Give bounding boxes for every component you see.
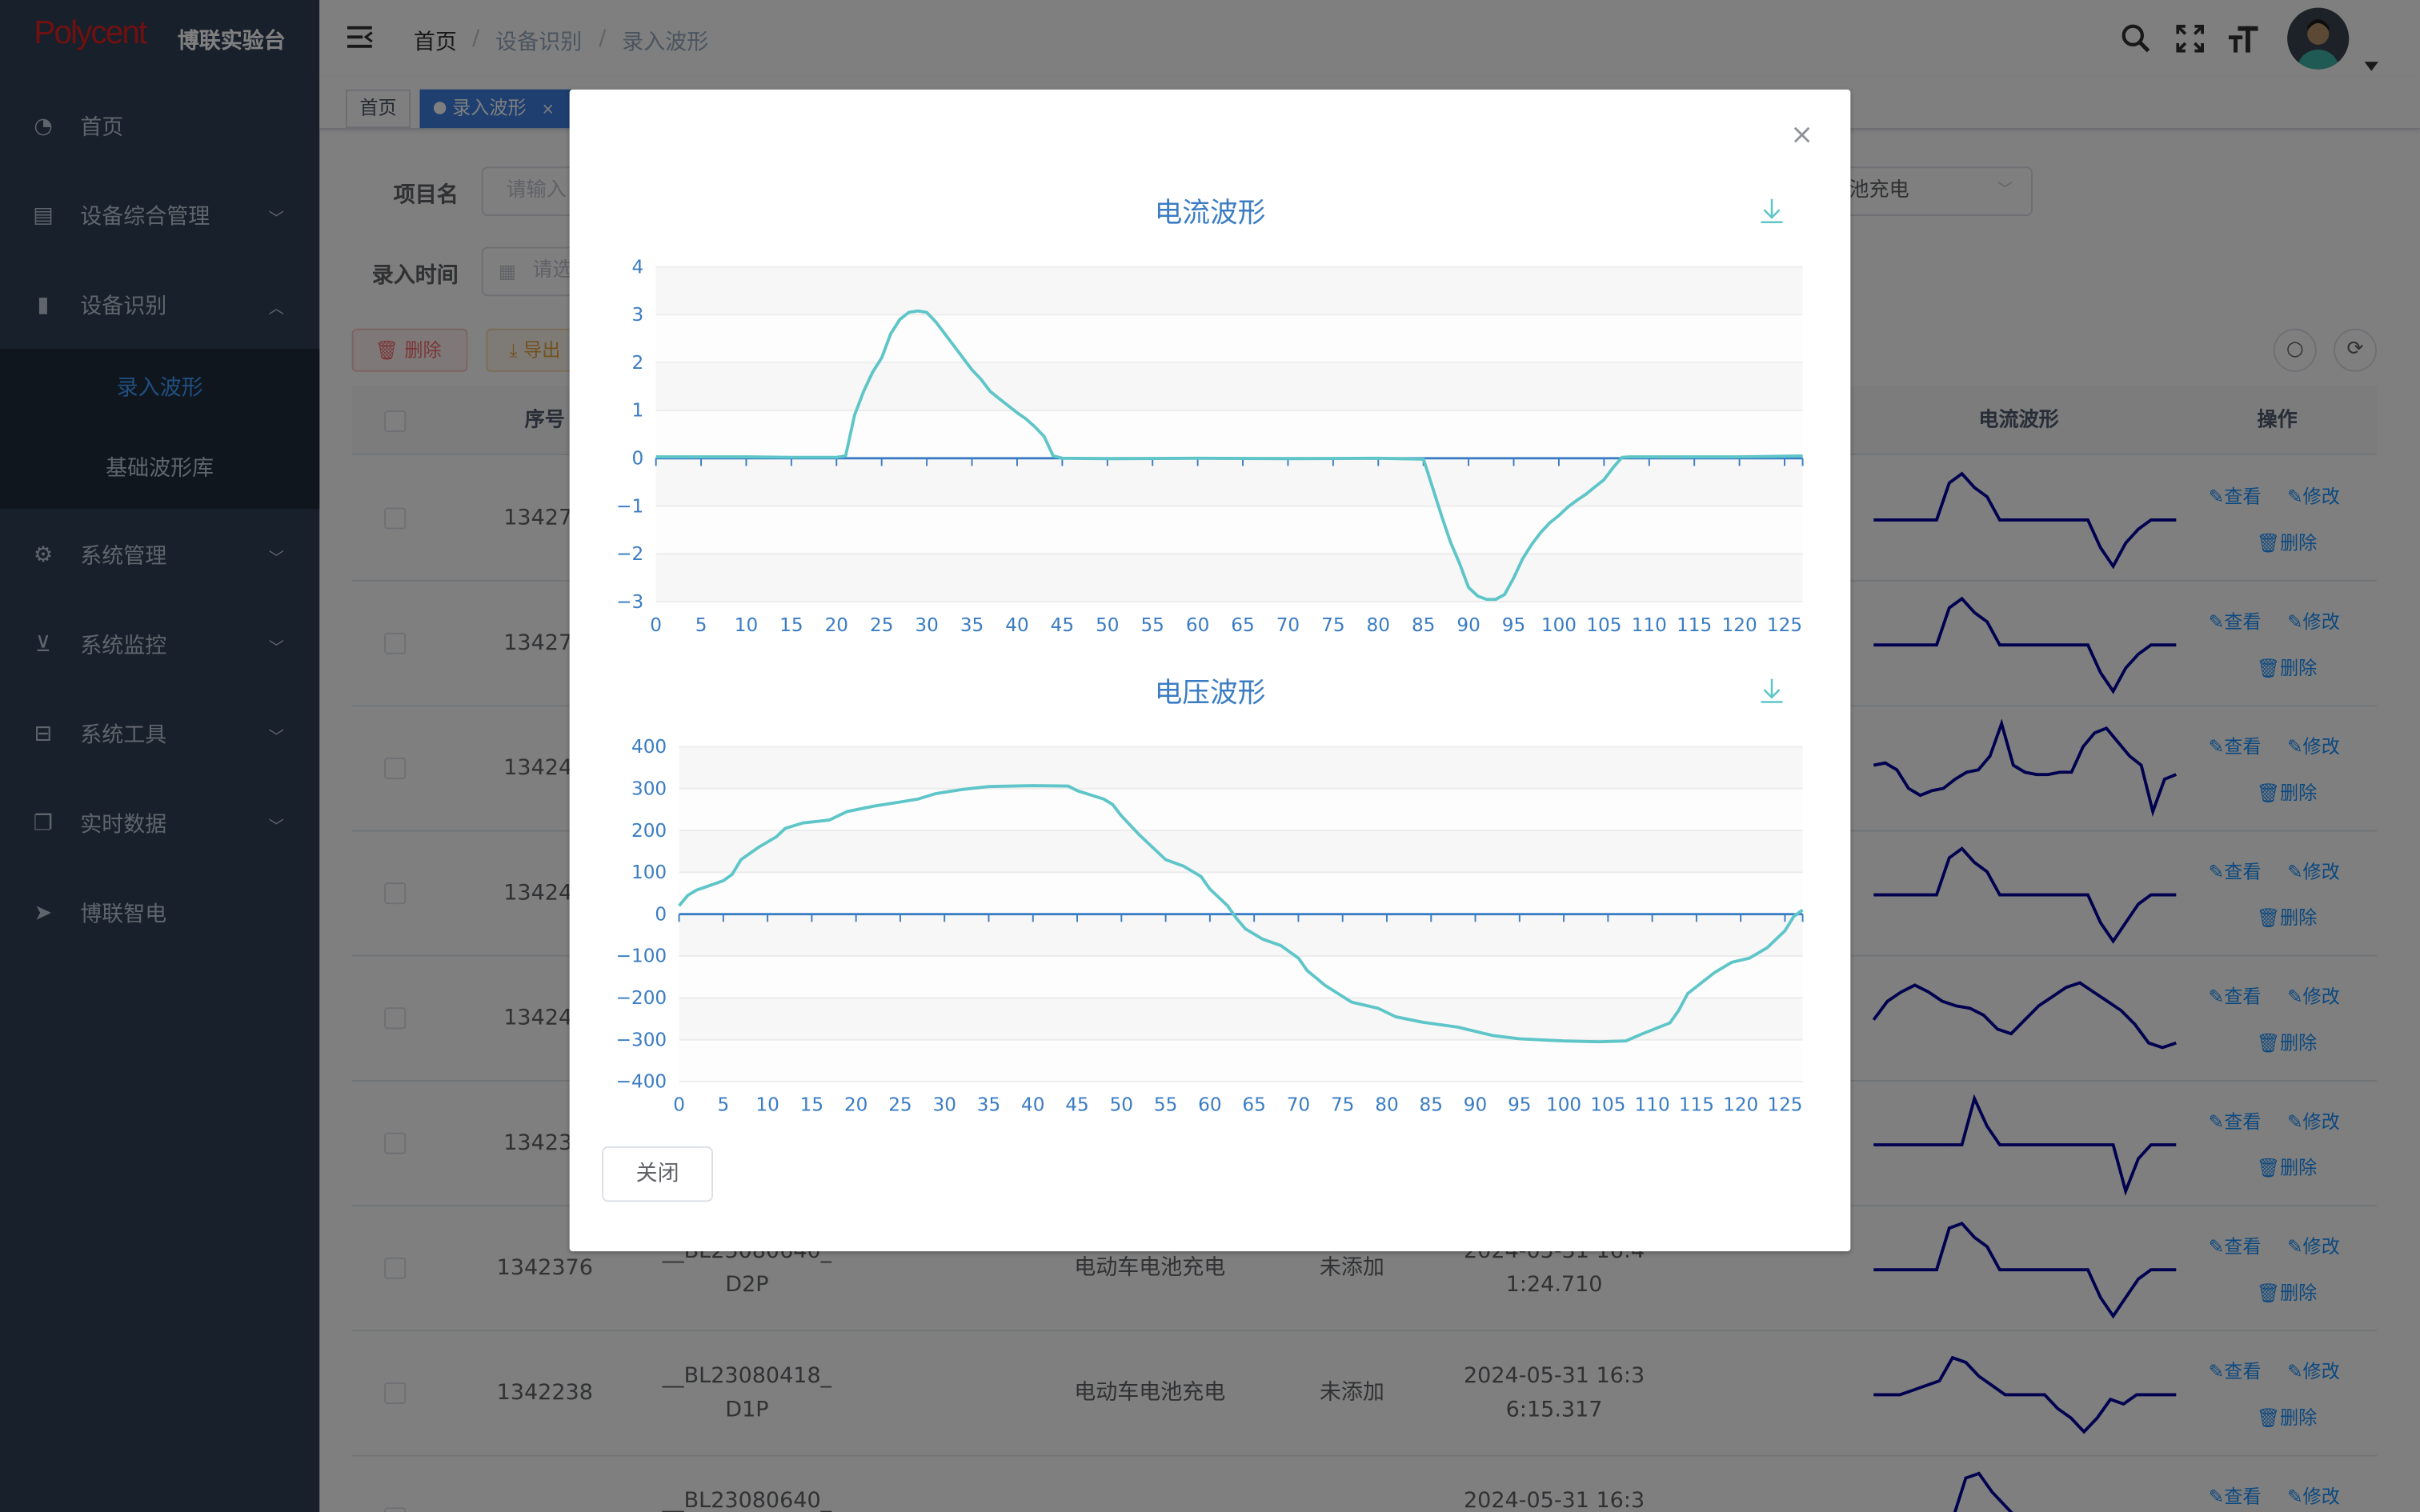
y-tick-label: −300 bbox=[616, 1030, 667, 1050]
split-area bbox=[655, 458, 1803, 506]
close-icon[interactable]: × bbox=[1790, 118, 1814, 151]
y-tick-label: 100 bbox=[631, 862, 667, 883]
y-tick-label: −2 bbox=[616, 544, 643, 565]
x-tick-label: 125 bbox=[1767, 1095, 1802, 1116]
x-tick-label: 80 bbox=[1375, 1095, 1398, 1116]
x-tick-label: 110 bbox=[1632, 615, 1667, 636]
x-tick-label: 75 bbox=[1321, 615, 1344, 636]
x-tick-label: 100 bbox=[1546, 1095, 1581, 1116]
split-area bbox=[679, 872, 1803, 914]
x-tick-label: 125 bbox=[1767, 615, 1802, 636]
series-line bbox=[678, 784, 1804, 1044]
x-tick-label: 65 bbox=[1231, 615, 1254, 636]
y-tick-label: 0 bbox=[655, 904, 667, 925]
x-tick-label: 5 bbox=[695, 615, 707, 636]
x-tick-label: 10 bbox=[755, 1095, 779, 1116]
y-tick-label: −400 bbox=[616, 1072, 667, 1093]
x-tick-label: 40 bbox=[1021, 1095, 1044, 1116]
split-area bbox=[655, 314, 1803, 363]
x-tick-label: 10 bbox=[735, 615, 758, 636]
y-tick-label: 2 bbox=[631, 353, 643, 374]
download-icon[interactable] bbox=[1758, 198, 1786, 226]
x-tick-label: 70 bbox=[1287, 1095, 1310, 1116]
voltage-chart-title: 电压波形 bbox=[1154, 677, 1266, 710]
x-tick-label: 65 bbox=[1242, 1095, 1265, 1116]
x-tick-label: 55 bbox=[1140, 615, 1164, 636]
x-tick-label: 95 bbox=[1508, 1095, 1531, 1116]
x-tick-label: 40 bbox=[1005, 615, 1028, 636]
download-icon[interactable] bbox=[1758, 678, 1786, 706]
split-area bbox=[679, 955, 1803, 998]
split-area bbox=[679, 788, 1803, 831]
y-tick-label: 4 bbox=[631, 257, 643, 278]
y-tick-label: 200 bbox=[631, 821, 667, 842]
x-tick-label: 120 bbox=[1722, 615, 1757, 636]
x-tick-label: 60 bbox=[1186, 615, 1209, 636]
split-area bbox=[655, 362, 1803, 410]
x-tick-label: 60 bbox=[1198, 1095, 1221, 1116]
x-tick-label: 105 bbox=[1590, 1095, 1625, 1116]
y-tick-label: 1 bbox=[631, 401, 643, 422]
split-area bbox=[679, 830, 1803, 873]
split-area bbox=[679, 746, 1803, 789]
split-area bbox=[655, 506, 1803, 554]
waveform-dialog: × 电流波形 4 3 2 1 0 −1 −2 −3 0 5 10 15 20 25 30 35 40 45 50 55… bbox=[569, 89, 1851, 1252]
x-tick-label: 25 bbox=[888, 1095, 912, 1116]
split-area bbox=[655, 410, 1803, 458]
x-tick-label: 80 bbox=[1367, 615, 1390, 636]
y-tick-label: 300 bbox=[631, 778, 667, 799]
x-tick-label: 90 bbox=[1456, 615, 1480, 636]
x-tick-label: 85 bbox=[1420, 1095, 1443, 1116]
x-tick-label: 105 bbox=[1586, 615, 1621, 636]
x-tick-label: 35 bbox=[977, 1095, 1000, 1116]
x-tick-label: 30 bbox=[915, 615, 938, 636]
x-tick-label: 25 bbox=[870, 615, 893, 636]
x-tick-label: 115 bbox=[1677, 615, 1712, 636]
x-tick-label: 15 bbox=[800, 1095, 823, 1116]
y-tick-label: −100 bbox=[616, 946, 667, 967]
x-tick-label: 20 bbox=[844, 1095, 867, 1116]
x-tick-label: 15 bbox=[779, 615, 803, 636]
x-tick-label: 50 bbox=[1110, 1095, 1133, 1116]
split-area bbox=[679, 1039, 1803, 1082]
split-area bbox=[679, 914, 1803, 956]
x-tick-label: 45 bbox=[1065, 1095, 1088, 1116]
x-tick-label: 85 bbox=[1412, 615, 1435, 636]
y-tick-label: −3 bbox=[616, 592, 643, 613]
current-chart-title: 电流波形 bbox=[1154, 197, 1266, 230]
x-tick-label: 0 bbox=[673, 1095, 685, 1116]
y-tick-label: −200 bbox=[616, 988, 667, 1009]
y-tick-label: 0 bbox=[631, 448, 643, 469]
x-tick-label: 55 bbox=[1154, 1095, 1177, 1116]
x-tick-label: 20 bbox=[825, 615, 848, 636]
x-tick-label: 115 bbox=[1679, 1095, 1714, 1116]
x-tick-label: 45 bbox=[1051, 615, 1074, 636]
x-tick-label: 100 bbox=[1541, 615, 1577, 636]
split-area bbox=[655, 554, 1803, 602]
y-tick-label: 400 bbox=[631, 737, 667, 758]
x-tick-label: 35 bbox=[960, 615, 984, 636]
x-tick-label: 110 bbox=[1635, 1095, 1670, 1116]
x-tick-label: 5 bbox=[717, 1095, 729, 1116]
x-tick-label: 90 bbox=[1464, 1095, 1487, 1116]
x-tick-label: 75 bbox=[1331, 1095, 1354, 1116]
x-tick-label: 70 bbox=[1276, 615, 1300, 636]
y-tick-label: −1 bbox=[616, 496, 643, 517]
split-area bbox=[655, 266, 1803, 315]
x-tick-label: 95 bbox=[1502, 615, 1525, 636]
x-tick-label: 50 bbox=[1096, 615, 1119, 636]
y-tick-label: 3 bbox=[631, 305, 643, 326]
x-tick-label: 120 bbox=[1723, 1095, 1758, 1116]
x-tick-label: 0 bbox=[650, 615, 662, 636]
voltage-waveform-chart: 400 300 200 100 0 −100 −200 −300 −400 0 5 10 15 20 25 3… bbox=[616, 737, 1804, 1116]
series-line bbox=[655, 309, 1803, 602]
split-area bbox=[679, 998, 1803, 1040]
x-tick-label: 30 bbox=[933, 1095, 956, 1116]
close-button[interactable]: 关闭 bbox=[602, 1146, 713, 1202]
